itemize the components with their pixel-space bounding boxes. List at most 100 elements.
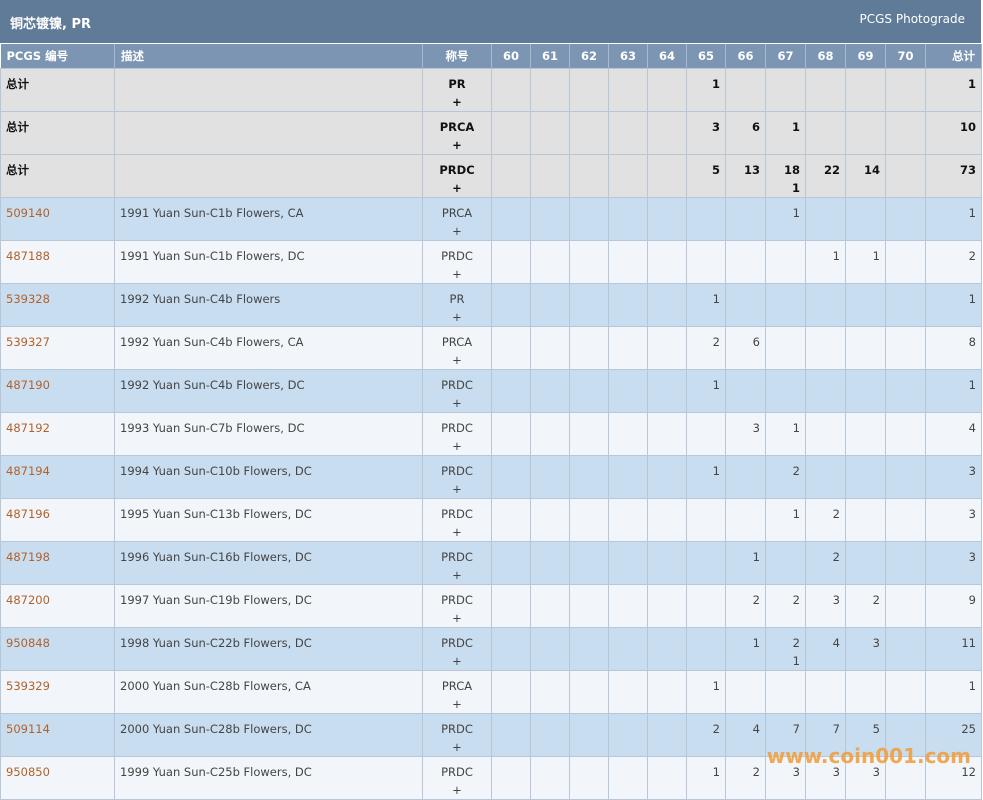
grade-count: 3 [805, 584, 846, 628]
cell-line: PRDC [441, 507, 473, 521]
table-row: 总计 PRDC +5 13 18 1 22 14 73 [0, 154, 982, 198]
grade-count [530, 111, 570, 155]
grade-count [569, 68, 609, 112]
grade-count [569, 455, 609, 499]
grade-count [491, 455, 531, 499]
pcgs-number[interactable]: 950848 [0, 627, 115, 671]
pcgs-number[interactable]: 950850 [0, 756, 115, 800]
pcgs-number[interactable]: 487194 [0, 455, 115, 499]
grade-count [491, 584, 531, 628]
cell-line: PRDC [441, 722, 473, 736]
pcgs-number[interactable]: 539328 [0, 283, 115, 327]
total: 73 [925, 154, 982, 198]
grade-count [686, 240, 726, 284]
description [114, 154, 423, 198]
grade-count [569, 283, 609, 327]
grade-count [885, 326, 926, 370]
grade-count [569, 627, 609, 671]
grade-count [647, 756, 687, 800]
pcgs-number[interactable]: 509114 [0, 713, 115, 757]
cell-line: PRDC [441, 464, 473, 478]
pcgs-number[interactable]: 487192 [0, 412, 115, 456]
total: 3 [925, 455, 982, 499]
grade-count [885, 713, 926, 757]
grade-count [608, 498, 648, 542]
grade-count: 1 [686, 369, 726, 413]
grade-count [725, 670, 766, 714]
table-row: 950848 1998 Yuan Sun-C22b Flowers, DC PRDC… [0, 627, 982, 671]
total: 1 [925, 68, 982, 112]
pcgs-number[interactable]: 509140 [0, 197, 115, 241]
grade-count: 2 [725, 584, 766, 628]
total: 4 [925, 412, 982, 456]
pcgs-number[interactable]: 487200 [0, 584, 115, 628]
designation: PRCA + [422, 326, 492, 370]
grade-count: 4 [725, 713, 766, 757]
grade-count: 2 [765, 455, 806, 499]
grade-count [686, 584, 726, 628]
grade-count [885, 455, 926, 499]
grade-count [805, 326, 846, 370]
grade-count [608, 111, 648, 155]
cell-line: PRDC [439, 163, 475, 177]
column-header: 总计 [925, 44, 982, 69]
pcgs-number[interactable]: 487196 [0, 498, 115, 542]
total: 2 [925, 240, 982, 284]
grade-count [885, 670, 926, 714]
cell-line: PRDC [441, 550, 473, 564]
grade-count: 14 [845, 154, 886, 198]
table-row: 总计 PRCA +3 6 1 10 [0, 111, 982, 155]
grade-count [647, 584, 687, 628]
total: 10 [925, 111, 982, 155]
grade-count [569, 240, 609, 284]
grade-count [885, 627, 926, 671]
grade-count: 1 [686, 756, 726, 800]
designation: PRCA + [422, 197, 492, 241]
column-header: 67 [765, 44, 806, 69]
table-row: 487190 1992 Yuan Sun-C4b Flowers, DC PRDC +… [0, 369, 982, 413]
grade-count [845, 541, 886, 585]
grade-count [608, 627, 648, 671]
grade-count [491, 756, 531, 800]
grade-count [686, 541, 726, 585]
grade-count [608, 240, 648, 284]
grade-count [608, 369, 648, 413]
pcgs-number[interactable]: 487188 [0, 240, 115, 284]
grade-count: 1 [686, 670, 726, 714]
grade-count [608, 756, 648, 800]
grade-count [647, 240, 687, 284]
column-header: 62 [569, 44, 609, 69]
title: 铜芯镀镍, PR [10, 17, 92, 32]
column-header: PCGS 编号 [0, 44, 115, 69]
pcgs-number: 总计 [0, 154, 115, 198]
pcgs-number[interactable]: 487190 [0, 369, 115, 413]
pcgs-number[interactable]: 539329 [0, 670, 115, 714]
table-row: 487198 1996 Yuan Sun-C16b Flowers, DC PRDC… [0, 541, 982, 585]
total: 3 [925, 541, 982, 585]
grade-count [530, 197, 570, 241]
pcgs-number[interactable]: 539327 [0, 326, 115, 370]
grade-count [725, 197, 766, 241]
pcgs-number[interactable]: 487198 [0, 541, 115, 585]
table-row: 509114 2000 Yuan Sun-C28b Flowers, DC PRDC… [0, 713, 982, 757]
designation: PRDC + [422, 412, 492, 456]
subtitle: PCGS Photograde [859, 12, 965, 26]
grade-count [530, 713, 570, 757]
grade-count [608, 197, 648, 241]
grade-count [530, 283, 570, 327]
cell-line: + [452, 568, 462, 582]
description: 2000 Yuan Sun-C28b Flowers, DC [114, 713, 423, 757]
total: 9 [925, 584, 982, 628]
description: 1992 Yuan Sun-C4b Flowers, CA [114, 326, 423, 370]
grade-count [805, 197, 846, 241]
grade-count: 1 [725, 627, 766, 671]
grade-count [491, 68, 531, 112]
grade-count [845, 670, 886, 714]
watermark: www.coin001.com [766, 744, 971, 768]
designation: PR + [422, 283, 492, 327]
grade-count: 4 [805, 627, 846, 671]
cell-line: PRDC [441, 421, 473, 435]
grade-count [805, 412, 846, 456]
grade-count [647, 154, 687, 198]
